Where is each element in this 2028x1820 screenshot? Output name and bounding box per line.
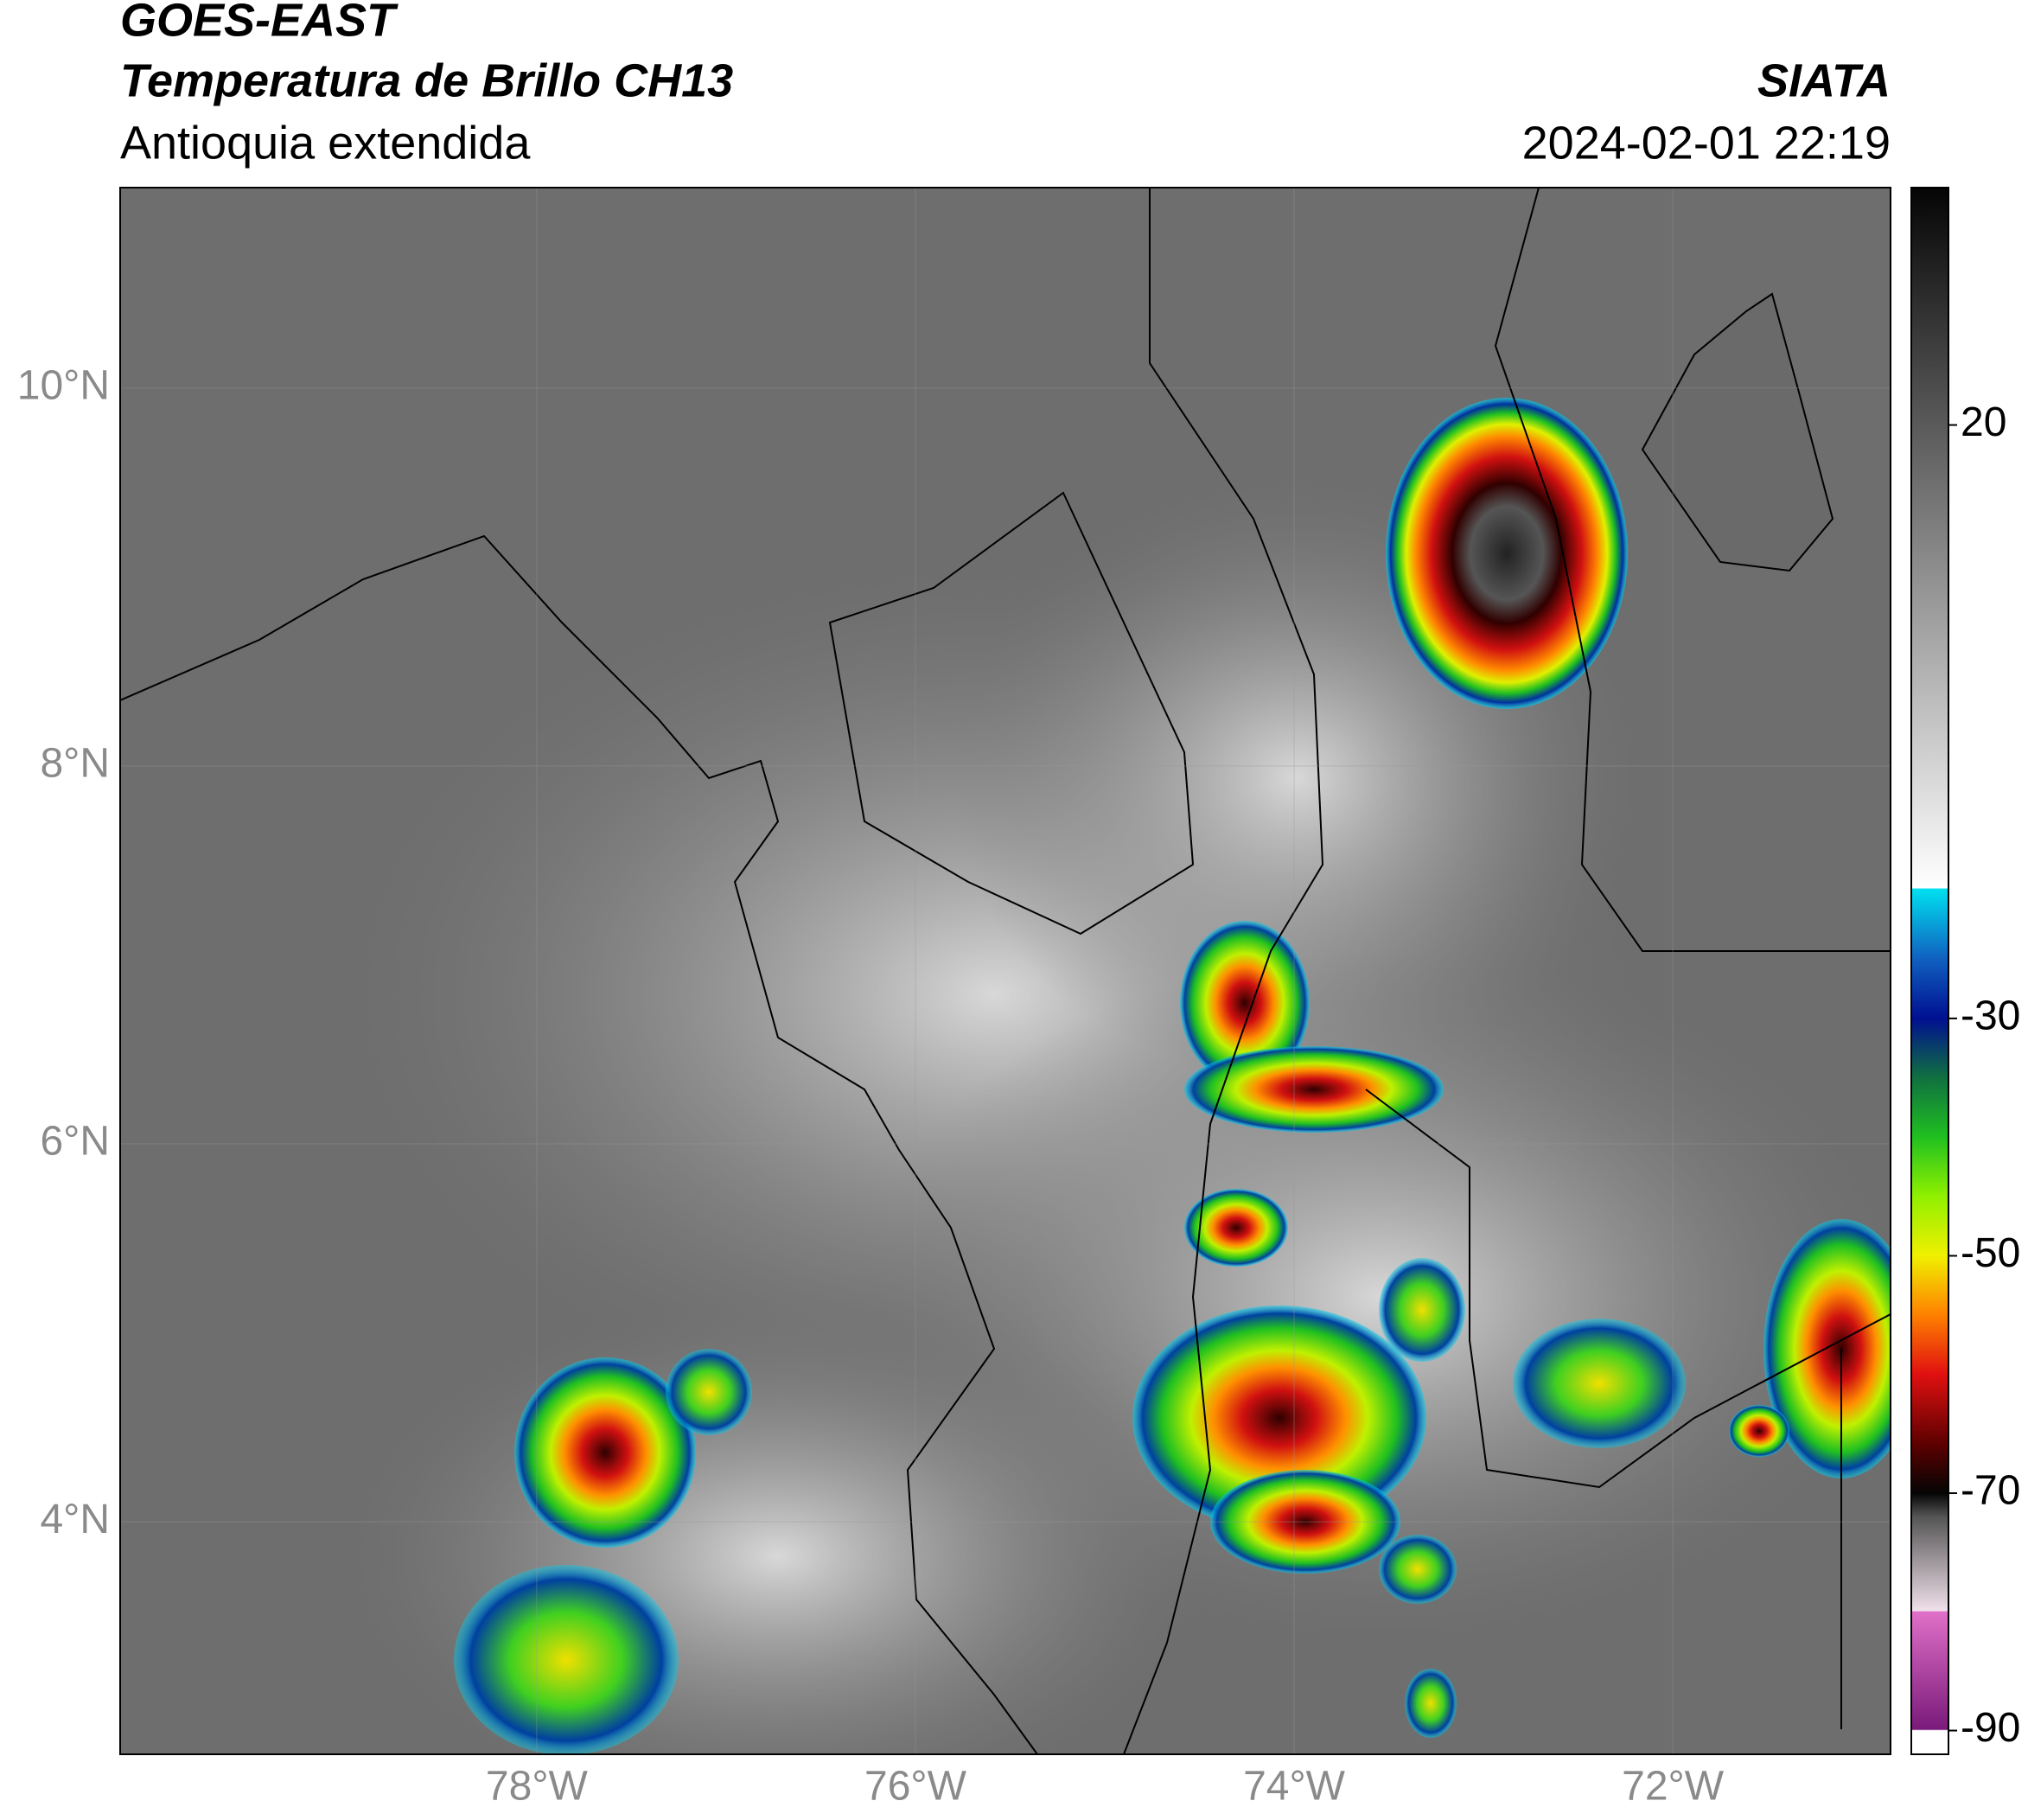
storm — [1763, 1219, 1891, 1478]
source: SIATA — [1757, 54, 1891, 106]
border — [828, 491, 1195, 936]
border — [1494, 188, 1891, 952]
storm — [1379, 1258, 1465, 1362]
colorbar-tick-label: -30 — [1961, 993, 2020, 1039]
region: Antioquia extendida — [120, 117, 531, 169]
subtitle: Temperatura de Brillo CH13 — [120, 54, 733, 106]
storm — [666, 1349, 752, 1435]
colorbar-tick-label: -50 — [1961, 1230, 2020, 1276]
storm — [1405, 1669, 1457, 1738]
y-tick-label: 10°N — [17, 362, 110, 408]
y-tick-label: 4°N — [40, 1497, 110, 1542]
satellite-image — [120, 188, 1891, 1754]
map-frame — [119, 187, 1891, 1755]
border — [1365, 1089, 1891, 1489]
border — [1123, 188, 1324, 1754]
lake — [1641, 292, 1834, 572]
storm — [1379, 1535, 1457, 1604]
colorbar-tick-label: -90 — [1961, 1705, 2020, 1751]
storm — [1184, 1046, 1444, 1133]
storm — [1729, 1405, 1789, 1457]
colorbar-tick-label: 20 — [1961, 399, 2006, 445]
y-tick-label: 8°N — [40, 741, 110, 787]
warm-cloud — [346, 1297, 1210, 1754]
x-tick-label: 72°W — [1622, 1764, 1725, 1810]
x-tick-label: 78°W — [486, 1764, 589, 1810]
colorbar-tick-label: -70 — [1961, 1468, 2020, 1514]
storm — [1210, 1470, 1400, 1574]
storm — [514, 1357, 696, 1548]
grid — [120, 188, 1891, 1754]
labels: 78°W 76°W 74°W 72°W 4°N 6°N 8°N 10°N -90 -70 -50 -3… — [17, 362, 2021, 1809]
storm — [1513, 1319, 1686, 1448]
storm — [1132, 1306, 1426, 1530]
coastline — [120, 534, 1038, 1754]
storm — [1180, 921, 1310, 1085]
storm — [1386, 398, 1628, 709]
title: GOES-EAST — [120, 0, 399, 46]
colorbar — [1910, 187, 1949, 1755]
x-tick-label: 76°W — [864, 1764, 967, 1810]
storm — [454, 1565, 679, 1754]
x-tick-label: 74°W — [1243, 1764, 1346, 1810]
y-tick-label: 6°N — [40, 1119, 110, 1165]
datetime: 2024-02-01 22:19 — [1522, 117, 1891, 169]
storm — [1184, 1189, 1288, 1267]
